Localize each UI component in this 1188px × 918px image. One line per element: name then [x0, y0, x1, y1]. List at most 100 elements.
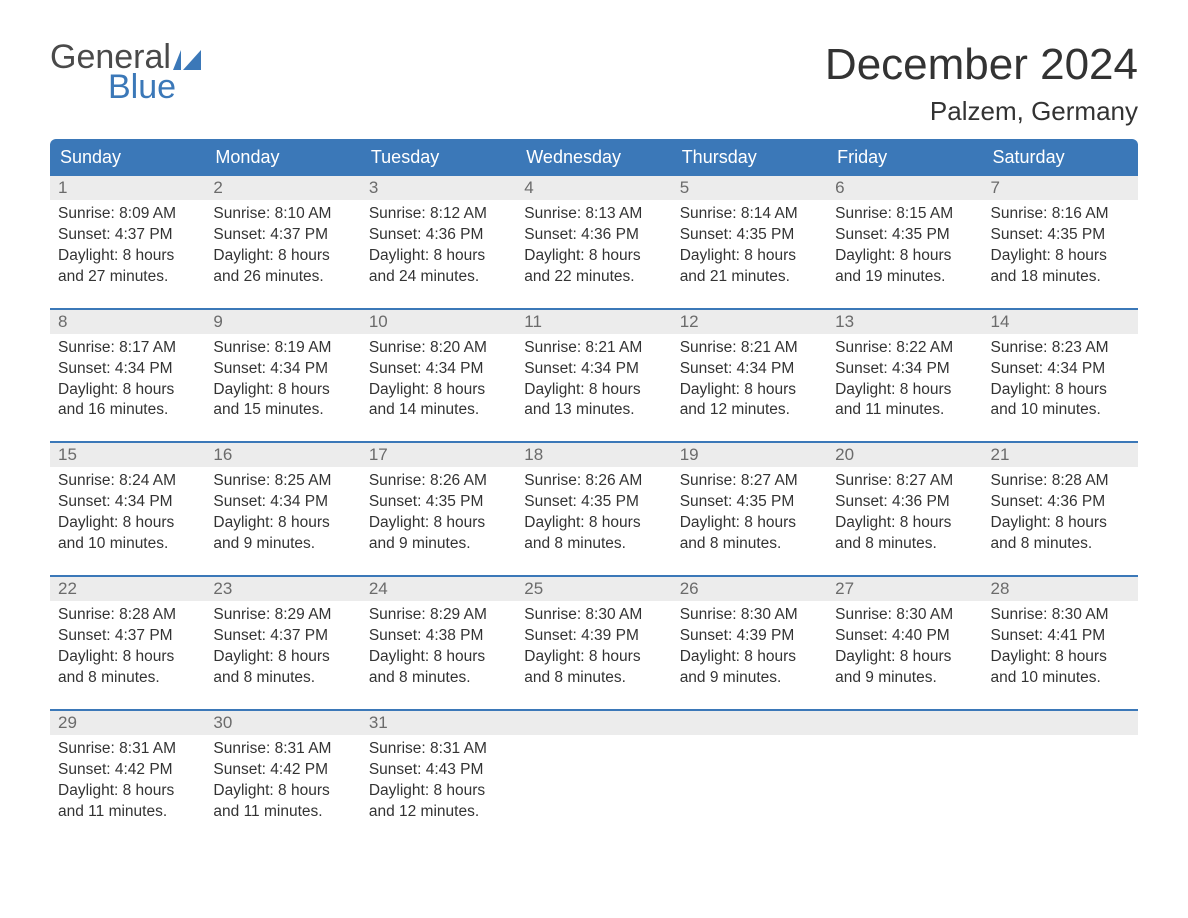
sunset-text: Sunset: 4:36 PM — [369, 225, 508, 246]
day-body: Sunrise: 8:23 AMSunset: 4:34 PMDaylight:… — [983, 334, 1138, 430]
day-number: 27 — [827, 577, 982, 601]
day-body: Sunrise: 8:19 AMSunset: 4:34 PMDaylight:… — [205, 334, 360, 430]
sunrise-text: Sunrise: 8:25 AM — [213, 471, 352, 492]
day-body: Sunrise: 8:30 AMSunset: 4:41 PMDaylight:… — [983, 601, 1138, 697]
sunrise-text: Sunrise: 8:24 AM — [58, 471, 197, 492]
sunrise-text: Sunrise: 8:10 AM — [213, 204, 352, 225]
sunset-text: Sunset: 4:35 PM — [680, 225, 819, 246]
daylight-line2: and 11 minutes. — [58, 802, 197, 823]
daylight-line1: Daylight: 8 hours — [58, 380, 197, 401]
day-body: Sunrise: 8:15 AMSunset: 4:35 PMDaylight:… — [827, 200, 982, 296]
day-body: Sunrise: 8:30 AMSunset: 4:39 PMDaylight:… — [672, 601, 827, 697]
day-cell: 7Sunrise: 8:16 AMSunset: 4:35 PMDaylight… — [983, 176, 1138, 296]
sunset-text: Sunset: 4:34 PM — [58, 359, 197, 380]
sunset-text: Sunset: 4:34 PM — [369, 359, 508, 380]
daylight-line2: and 8 minutes. — [835, 534, 974, 555]
sunrise-text: Sunrise: 8:19 AM — [213, 338, 352, 359]
daylight-line2: and 13 minutes. — [524, 400, 663, 421]
daylight-line2: and 9 minutes. — [213, 534, 352, 555]
day-number: 4 — [516, 176, 671, 200]
sunrise-text: Sunrise: 8:30 AM — [680, 605, 819, 626]
sunset-text: Sunset: 4:37 PM — [58, 225, 197, 246]
daylight-line2: and 11 minutes. — [835, 400, 974, 421]
day-body: Sunrise: 8:22 AMSunset: 4:34 PMDaylight:… — [827, 334, 982, 430]
day-number: 28 — [983, 577, 1138, 601]
daylight-line2: and 9 minutes. — [680, 668, 819, 689]
sunset-text: Sunset: 4:37 PM — [213, 225, 352, 246]
daylight-line1: Daylight: 8 hours — [58, 246, 197, 267]
daylight-line2: and 9 minutes. — [835, 668, 974, 689]
sunrise-text: Sunrise: 8:21 AM — [524, 338, 663, 359]
day-number: 31 — [361, 711, 516, 735]
sunrise-text: Sunrise: 8:14 AM — [680, 204, 819, 225]
daylight-line2: and 12 minutes. — [680, 400, 819, 421]
daylight-line1: Daylight: 8 hours — [680, 380, 819, 401]
sunrise-text: Sunrise: 8:22 AM — [835, 338, 974, 359]
daylight-line2: and 14 minutes. — [369, 400, 508, 421]
daylight-line1: Daylight: 8 hours — [991, 246, 1130, 267]
day-body: Sunrise: 8:29 AMSunset: 4:37 PMDaylight:… — [205, 601, 360, 697]
sunset-text: Sunset: 4:42 PM — [213, 760, 352, 781]
sunset-text: Sunset: 4:36 PM — [524, 225, 663, 246]
day-number: 20 — [827, 443, 982, 467]
sunset-text: Sunset: 4:36 PM — [991, 492, 1130, 513]
day-number: 6 — [827, 176, 982, 200]
day-body: Sunrise: 8:13 AMSunset: 4:36 PMDaylight:… — [516, 200, 671, 296]
weekday-header: Monday — [205, 139, 360, 176]
day-cell: 29Sunrise: 8:31 AMSunset: 4:42 PMDayligh… — [50, 711, 205, 831]
sunrise-text: Sunrise: 8:31 AM — [213, 739, 352, 760]
sunrise-text: Sunrise: 8:31 AM — [369, 739, 508, 760]
sunset-text: Sunset: 4:35 PM — [524, 492, 663, 513]
day-body: Sunrise: 8:14 AMSunset: 4:35 PMDaylight:… — [672, 200, 827, 296]
daylight-line2: and 27 minutes. — [58, 267, 197, 288]
daylight-line1: Daylight: 8 hours — [835, 246, 974, 267]
daylight-line2: and 22 minutes. — [524, 267, 663, 288]
day-number: 11 — [516, 310, 671, 334]
daylight-line2: and 19 minutes. — [835, 267, 974, 288]
sunset-text: Sunset: 4:42 PM — [58, 760, 197, 781]
week-row: 8Sunrise: 8:17 AMSunset: 4:34 PMDaylight… — [50, 308, 1138, 430]
week-row: 15Sunrise: 8:24 AMSunset: 4:34 PMDayligh… — [50, 441, 1138, 563]
daylight-line2: and 8 minutes. — [58, 668, 197, 689]
page-title: December 2024 — [825, 40, 1138, 90]
weekday-header: Wednesday — [516, 139, 671, 176]
daylight-line1: Daylight: 8 hours — [213, 246, 352, 267]
day-number: 12 — [672, 310, 827, 334]
weekday-header: Thursday — [672, 139, 827, 176]
sunset-text: Sunset: 4:37 PM — [58, 626, 197, 647]
day-number: 8 — [50, 310, 205, 334]
daylight-line2: and 12 minutes. — [369, 802, 508, 823]
day-cell: 21Sunrise: 8:28 AMSunset: 4:36 PMDayligh… — [983, 443, 1138, 563]
day-body: Sunrise: 8:31 AMSunset: 4:43 PMDaylight:… — [361, 735, 516, 831]
daylight-line1: Daylight: 8 hours — [369, 246, 508, 267]
day-number: 26 — [672, 577, 827, 601]
sunrise-text: Sunrise: 8:23 AM — [991, 338, 1130, 359]
day-number: 7 — [983, 176, 1138, 200]
day-cell: 2Sunrise: 8:10 AMSunset: 4:37 PMDaylight… — [205, 176, 360, 296]
day-cell: 31Sunrise: 8:31 AMSunset: 4:43 PMDayligh… — [361, 711, 516, 831]
day-number: 18 — [516, 443, 671, 467]
day-cell: 17Sunrise: 8:26 AMSunset: 4:35 PMDayligh… — [361, 443, 516, 563]
daylight-line1: Daylight: 8 hours — [524, 647, 663, 668]
daylight-line2: and 8 minutes. — [213, 668, 352, 689]
daylight-line1: Daylight: 8 hours — [991, 380, 1130, 401]
daylight-line1: Daylight: 8 hours — [835, 513, 974, 534]
day-number: 21 — [983, 443, 1138, 467]
daylight-line1: Daylight: 8 hours — [680, 513, 819, 534]
sunset-text: Sunset: 4:34 PM — [213, 359, 352, 380]
daylight-line1: Daylight: 8 hours — [991, 513, 1130, 534]
day-body: Sunrise: 8:28 AMSunset: 4:37 PMDaylight:… — [50, 601, 205, 697]
day-cell — [516, 711, 671, 831]
sunrise-text: Sunrise: 8:26 AM — [369, 471, 508, 492]
sunrise-text: Sunrise: 8:30 AM — [524, 605, 663, 626]
day-cell: 23Sunrise: 8:29 AMSunset: 4:37 PMDayligh… — [205, 577, 360, 697]
daylight-line2: and 9 minutes. — [369, 534, 508, 555]
sunrise-text: Sunrise: 8:27 AM — [680, 471, 819, 492]
daylight-line2: and 10 minutes. — [991, 668, 1130, 689]
day-cell: 30Sunrise: 8:31 AMSunset: 4:42 PMDayligh… — [205, 711, 360, 831]
daylight-line1: Daylight: 8 hours — [58, 513, 197, 534]
sunset-text: Sunset: 4:43 PM — [369, 760, 508, 781]
day-number: 13 — [827, 310, 982, 334]
daylight-line1: Daylight: 8 hours — [213, 513, 352, 534]
day-body: Sunrise: 8:30 AMSunset: 4:39 PMDaylight:… — [516, 601, 671, 697]
